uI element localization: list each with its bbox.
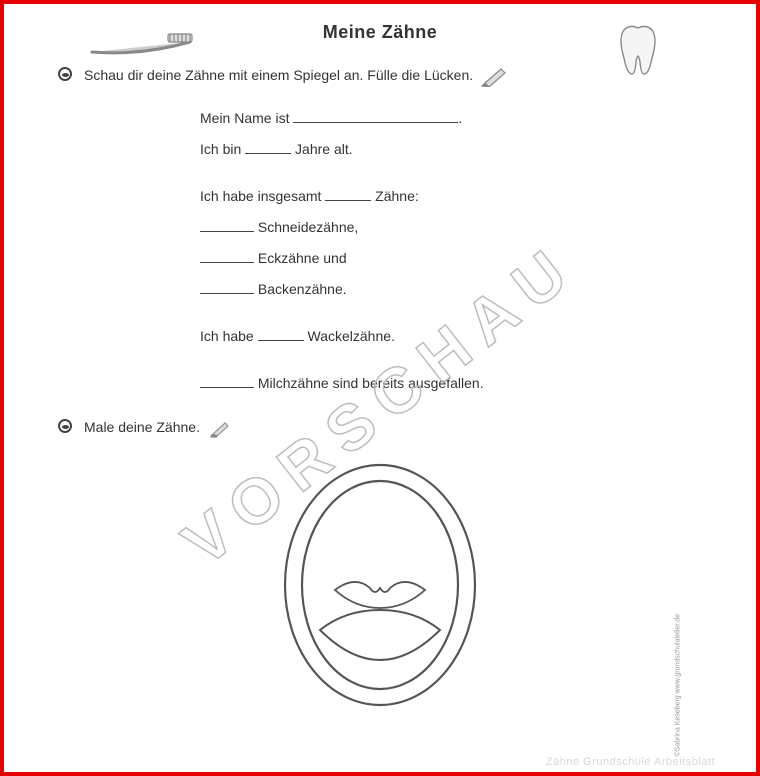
mouth-outline-icon — [275, 460, 485, 710]
toothbrush-icon — [90, 32, 200, 60]
worksheet-page: Meine Zähne Schau dir deine Zähne mit ei… — [40, 12, 720, 764]
t: Zähne: — [371, 188, 418, 204]
pencil-icon — [481, 65, 509, 87]
line-age: Ich bin Jahre alt. — [200, 140, 720, 157]
blank-loose[interactable] — [258, 327, 304, 341]
t: Mein Name ist — [200, 110, 293, 126]
bullet-icon — [58, 67, 72, 81]
t: Ich bin — [200, 141, 245, 157]
blank-age[interactable] — [245, 140, 291, 154]
blank-incisors[interactable] — [200, 218, 254, 232]
line-incisors: Schneidezähne, — [200, 218, 720, 235]
blank-fallen[interactable] — [200, 374, 254, 388]
credit-text: ©Sabrina Keseberg www.grundschulatelier.… — [675, 614, 682, 757]
tooth-icon — [616, 24, 660, 78]
t: . — [458, 110, 462, 126]
t: Wackelzähne. — [304, 328, 395, 344]
line-fallen: Milchzähne sind bereits ausgefallen. — [200, 374, 720, 391]
footer-text: Zähne Grundschule Arbeitsblatt — [546, 756, 715, 768]
bullet-icon — [58, 419, 72, 433]
pencil-small-icon — [210, 420, 232, 438]
task1-text: Schau dir deine Zähne mit einem Spiegel … — [84, 67, 473, 83]
blank-molars[interactable] — [200, 280, 254, 294]
t: Backenzähne. — [254, 281, 347, 297]
t: Schneidezähne, — [254, 219, 358, 235]
blank-total[interactable] — [325, 187, 371, 201]
task2-text: Male deine Zähne. — [84, 419, 200, 435]
mouth-drawing-area[interactable] — [40, 460, 720, 715]
t: Jahre alt. — [291, 141, 352, 157]
t: Eckzähne und — [254, 250, 347, 266]
line-loose: Ich habe Wackelzähne. — [200, 327, 720, 344]
t: Milchzähne sind bereits ausgefallen. — [254, 375, 484, 391]
fill-in-block: Mein Name ist . Ich bin Jahre alt. Ich h… — [40, 109, 720, 391]
line-total: Ich habe insgesamt Zähne: — [200, 187, 720, 204]
t: Ich habe — [200, 328, 258, 344]
line-molars: Backenzähne. — [200, 280, 720, 297]
task-2: Male deine Zähne. — [40, 417, 720, 438]
blank-canines[interactable] — [200, 249, 254, 263]
line-canines: Eckzähne und — [200, 249, 720, 266]
t: Ich habe insgesamt — [200, 188, 325, 204]
line-name: Mein Name ist . — [200, 109, 720, 126]
blank-name[interactable] — [293, 109, 458, 123]
